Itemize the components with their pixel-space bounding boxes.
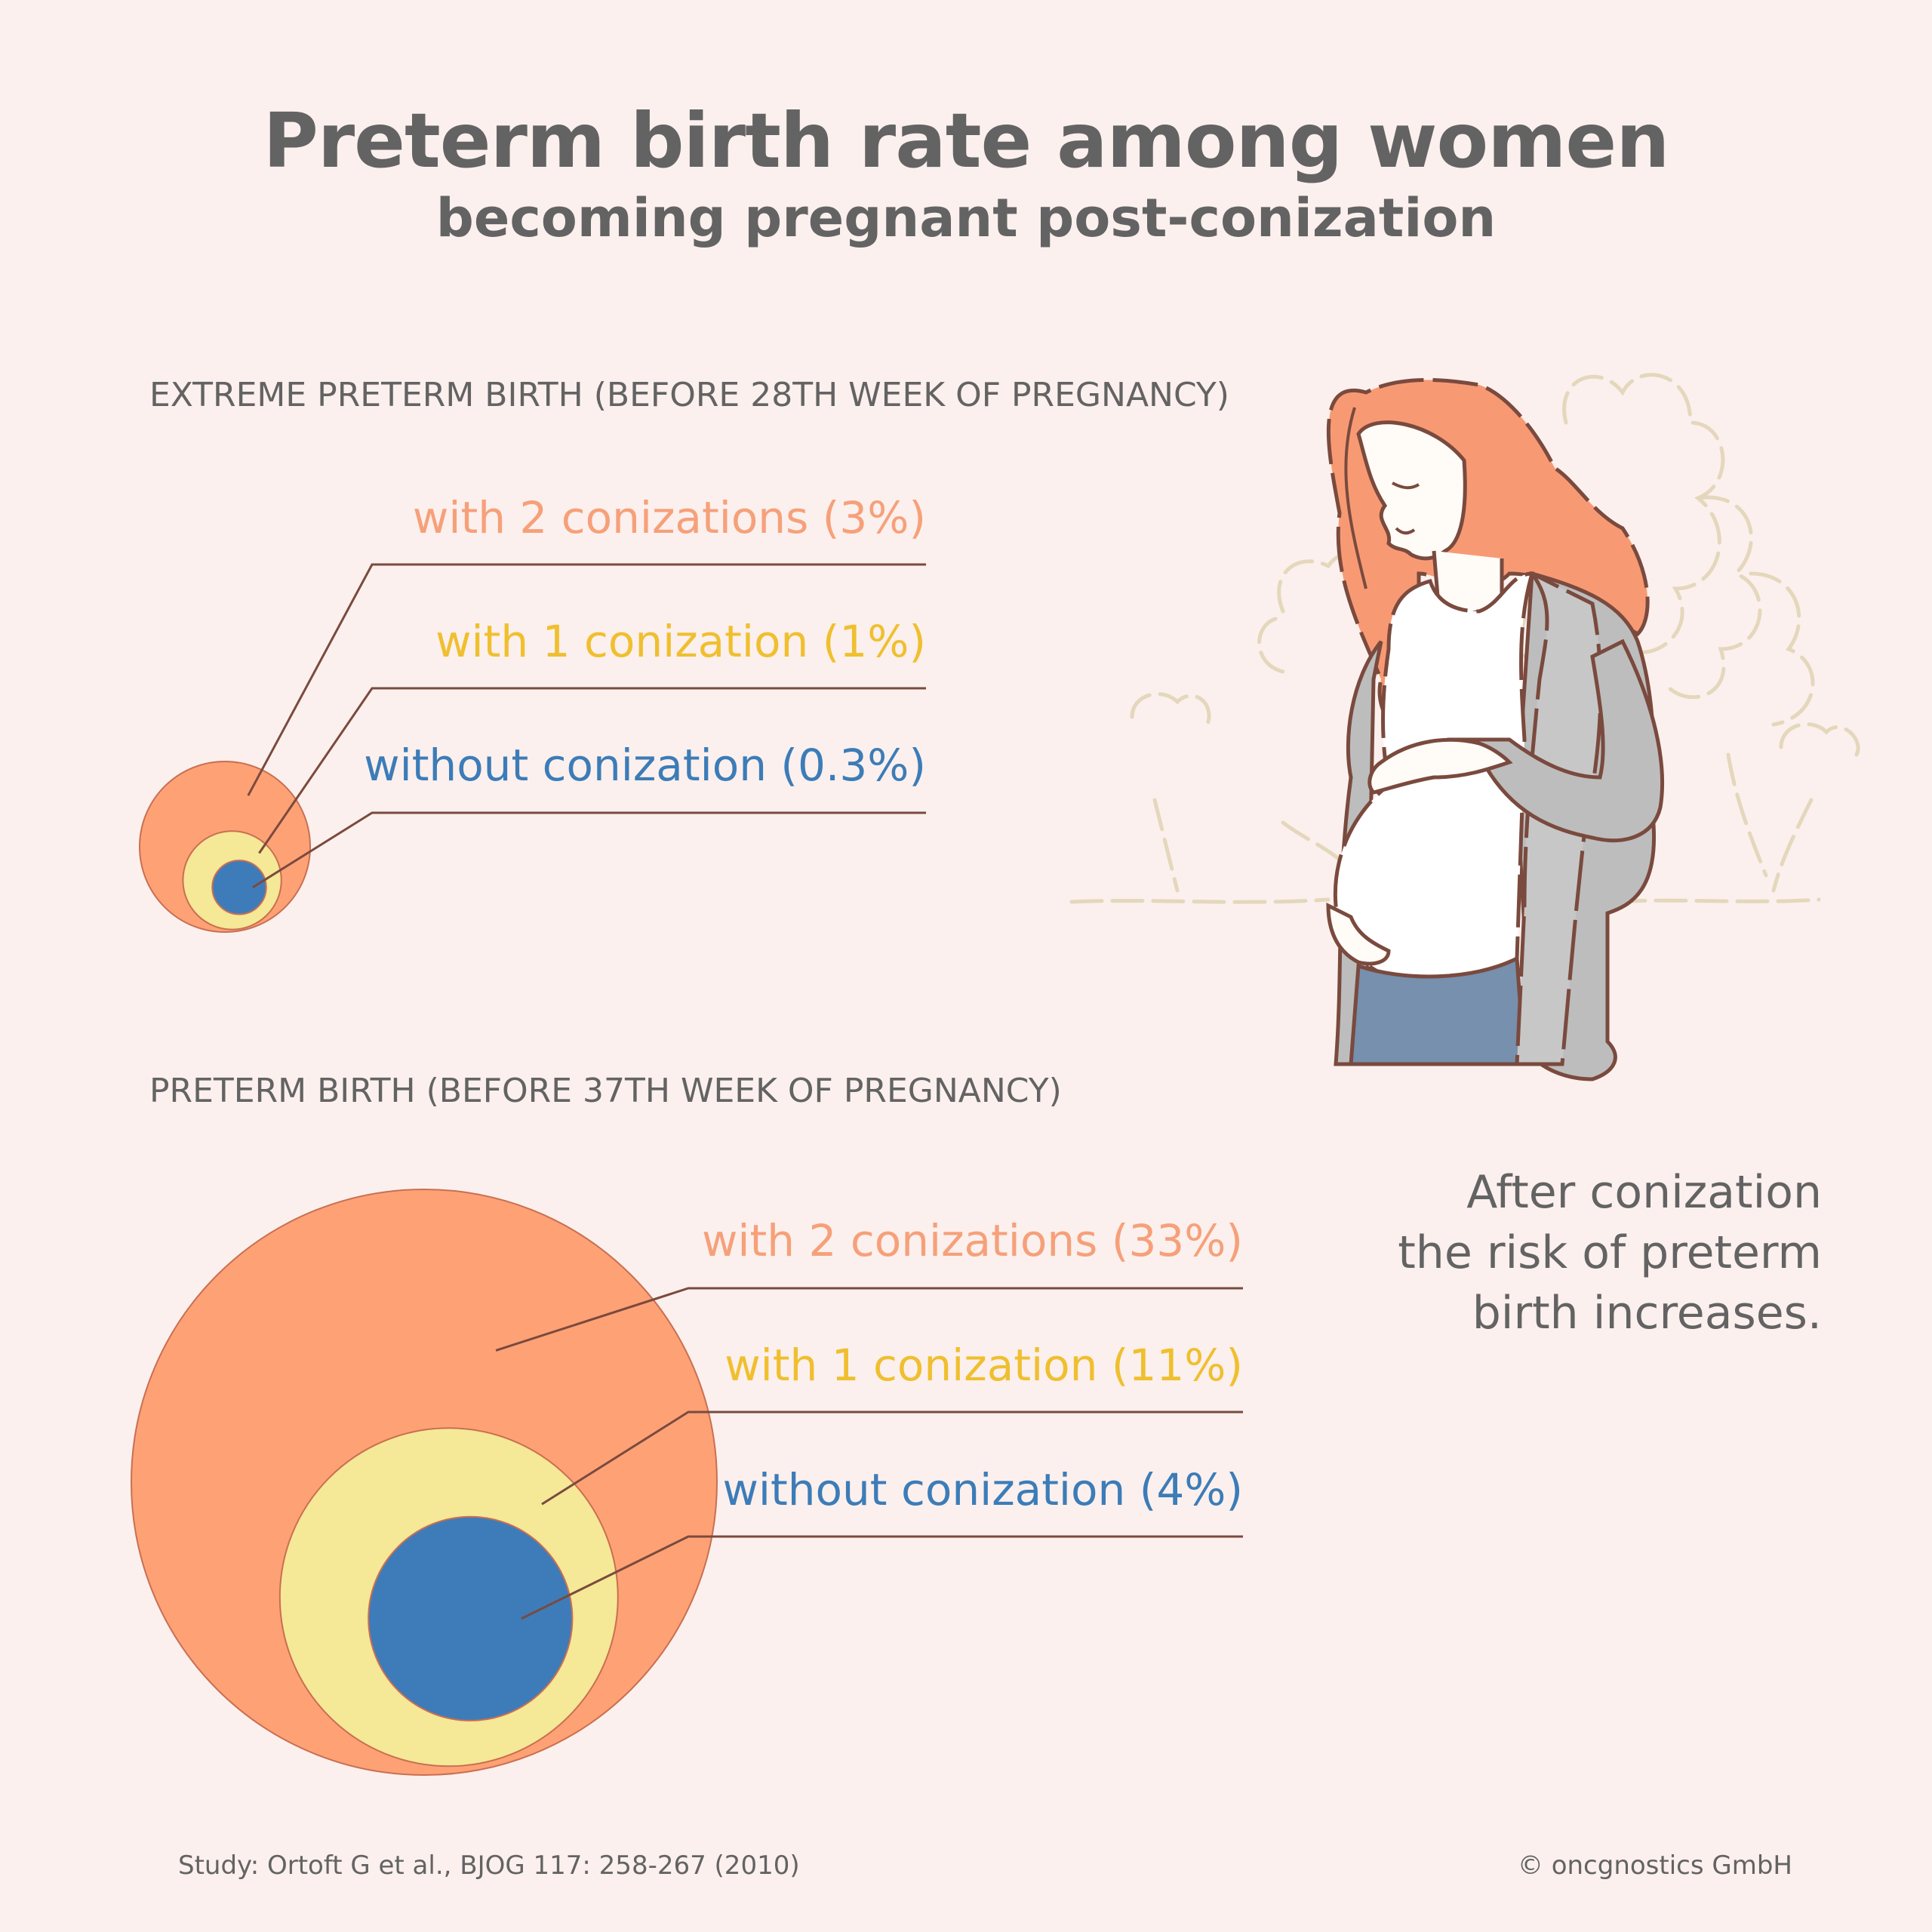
conclusion-line: the risk of preterm: [1398, 1226, 1822, 1279]
extreme-without-conization-label: without conization (0.3%): [364, 740, 926, 791]
extreme-one-conization-leader-line: [258, 687, 926, 854]
extreme-two-conizations-leader-line: [247, 563, 926, 796]
page-title: Preterm birth rate among women: [263, 97, 1670, 185]
preterm-two-conizations-label: with 2 conizations (33%): [702, 1215, 1243, 1266]
preterm-without-conization-bubble: [368, 1515, 574, 1721]
preterm-one-conization-label: with 1 conization (11%): [724, 1340, 1243, 1391]
conclusion-line: After conization: [1466, 1166, 1822, 1219]
page-subtitle: becoming pregnant post-conization: [435, 187, 1497, 249]
extreme-without-conization-leader-line: [252, 811, 926, 889]
extreme-preterm-heading: EXTREME PRETERM BIRTH (BEFORE 28TH WEEK …: [149, 376, 1229, 414]
conclusion-line: birth increases.: [1472, 1287, 1822, 1340]
extreme-two-conizations-label: with 2 conizations (3%): [412, 492, 926, 543]
preterm-without-conization-leader-line: [521, 1535, 1243, 1620]
conclusion-text: After conization the risk of preterm bir…: [1143, 1162, 1822, 1343]
preterm-one-conization-leader-line: [541, 1411, 1243, 1506]
preterm-two-conizations-leader-line: [495, 1287, 1243, 1352]
preterm-heading: PRETERM BIRTH (BEFORE 37TH WEEK OF PREGN…: [149, 1072, 1062, 1110]
extreme-without-conization-bubble: [211, 860, 267, 915]
source-citation: Study: Ortoft G et al., BJOG 117: 258-26…: [178, 1850, 800, 1881]
copyright: © oncgnostics GmbH: [1517, 1850, 1792, 1881]
extreme-one-conization-label: with 1 conization (1%): [435, 616, 926, 667]
preterm-without-conization-label: without conization (4%): [722, 1464, 1243, 1515]
